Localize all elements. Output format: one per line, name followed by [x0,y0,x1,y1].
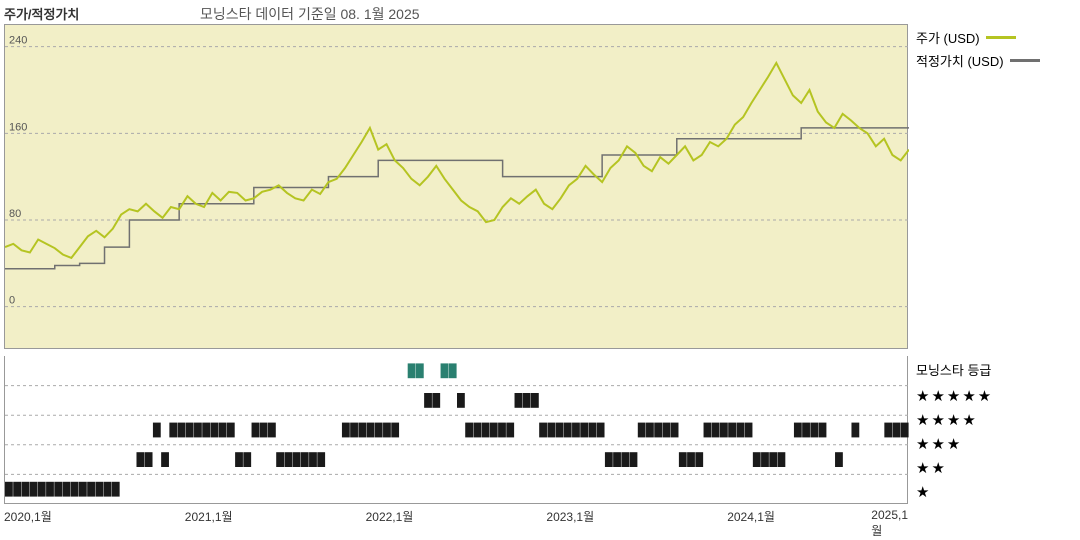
x-axis: 2020,1월2021,1월2022,1월2023,1월2024,1월2025,… [4,508,908,528]
svg-text:80: 80 [9,208,21,220]
legend-fair-label: 적정가치 (USD) [916,51,1004,70]
x-tick: 2020,1월 [4,508,52,525]
data-date: 모닝스타 데이터 기준일 08. 1월 2025 [200,4,420,24]
x-tick: 2022,1월 [366,508,414,525]
rating-legend: 모닝스타 등급 ★★★★★ ★★★★ ★★★ ★★ ★ [912,356,1076,509]
stars-2: ★★ [916,457,1072,481]
stars-1: ★ [916,481,1072,505]
legend-fair-swatch [1010,59,1040,62]
x-tick: 2023,1월 [546,508,594,525]
x-tick: 2025,1월 [871,508,908,539]
legend-fair: 적정가치 (USD) [916,51,1072,70]
legend-price-swatch [986,36,1016,39]
stars-5: ★★★★★ [916,385,1072,409]
svg-text:0: 0 [9,295,15,307]
stars-4: ★★★★ [916,409,1072,433]
legend-price: 주가 (USD) [916,28,1072,47]
price-chart: 0 80 160 240 [4,24,908,349]
x-tick: 2021,1월 [185,508,233,525]
chart-legend: 주가 (USD) 적정가치 (USD) [912,24,1076,78]
stars-3: ★★★ [916,433,1072,457]
legend-price-label: 주가 (USD) [916,28,980,47]
x-tick: 2024,1월 [727,508,775,525]
rating-panel [4,356,908,504]
rating-legend-title: 모닝스타 등급 [916,360,1072,379]
svg-text:160: 160 [9,121,27,133]
svg-text:240: 240 [9,35,27,47]
page-title: 주가/적정가치 [4,4,79,23]
